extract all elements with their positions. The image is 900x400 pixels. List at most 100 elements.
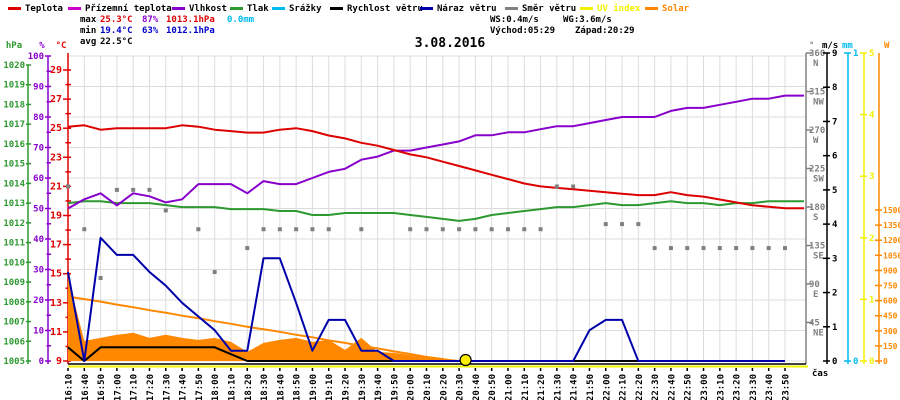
svg-text:45: 45	[809, 319, 820, 329]
page-title: 3.08.2016	[414, 36, 486, 51]
svg-text:19:20: 19:20	[342, 374, 352, 400]
svg-text:°: °	[809, 41, 814, 51]
svg-text:23:40: 23:40	[765, 374, 775, 400]
svg-text:21: 21	[50, 181, 62, 192]
svg-text:16:40: 16:40	[81, 374, 91, 400]
legend-item-uv-index: UV index	[580, 4, 640, 15]
svg-text:2: 2	[832, 289, 837, 299]
svg-text:40: 40	[33, 235, 44, 245]
svg-text:22:20: 22:20	[635, 374, 645, 400]
svg-text:5: 5	[869, 49, 874, 59]
svg-text:20:20: 20:20	[439, 374, 449, 400]
svg-text:20: 20	[33, 296, 44, 306]
svg-text:90: 90	[33, 83, 44, 93]
svg-text:360: 360	[809, 49, 825, 59]
svg-text:23:10: 23:10	[716, 374, 726, 400]
temp-axis: 9 11 13 15 17 19 21 23 25 27 29 °C	[50, 41, 71, 367]
legend-item-rain: Srážky	[272, 4, 322, 15]
svg-text:4: 4	[869, 111, 875, 121]
svg-text:19:50: 19:50	[390, 374, 400, 400]
svg-text:18:50: 18:50	[293, 374, 303, 400]
svg-text:22:50: 22:50	[684, 374, 694, 400]
svg-text:135: 135	[809, 242, 825, 252]
svg-text:1200: 1200	[883, 236, 900, 245]
svg-text:20:30: 20:30	[456, 374, 466, 400]
legend-item-wind-direction: Směr větru	[505, 4, 576, 15]
svg-text:1: 1	[853, 49, 858, 59]
svg-text:50: 50	[33, 205, 44, 215]
svg-text:4: 4	[832, 220, 838, 230]
svg-text:%: %	[39, 41, 45, 51]
svg-text:18:20: 18:20	[244, 374, 254, 400]
wind-direction-line-swatch	[505, 7, 518, 10]
svg-text:225: 225	[809, 165, 825, 175]
svg-text:20:00: 20:00	[407, 374, 417, 400]
svg-text:mm: mm	[842, 41, 853, 51]
wind-speed-line-swatch	[330, 7, 343, 10]
svg-text:20:10: 20:10	[423, 374, 433, 400]
svg-text:21:00: 21:00	[504, 374, 514, 400]
svg-text:23: 23	[50, 152, 62, 163]
svg-text:17: 17	[50, 240, 62, 251]
svg-text:NE: NE	[813, 329, 824, 339]
svg-text:23:20: 23:20	[733, 374, 743, 400]
svg-text:°C: °C	[56, 41, 67, 51]
svg-text:1017: 1017	[3, 120, 25, 130]
svg-text:70: 70	[33, 144, 44, 154]
svg-text:E: E	[813, 290, 818, 300]
min-pressure: 1012.1hPa	[166, 26, 215, 36]
wind-gust-line-swatch	[420, 7, 433, 10]
svg-text:300: 300	[883, 327, 898, 336]
svg-text:21:30: 21:30	[553, 374, 563, 400]
svg-text:8: 8	[832, 83, 837, 93]
svg-text:23:00: 23:00	[700, 374, 710, 400]
uv-axis: 0 1 2 3 4 5	[860, 49, 875, 367]
svg-text:20:40: 20:40	[472, 374, 482, 400]
uv-index-line-swatch	[580, 7, 593, 10]
svg-text:15: 15	[50, 269, 62, 280]
svg-text:1012: 1012	[3, 219, 25, 229]
temperature-line-swatch	[8, 7, 21, 10]
legend-item-wind-gust: Náraz větru	[420, 4, 497, 15]
svg-text:7: 7	[832, 117, 837, 127]
svg-text:315: 315	[809, 88, 825, 98]
svg-text:25: 25	[50, 123, 62, 134]
svg-text:18:30: 18:30	[260, 374, 270, 400]
svg-text:19:00: 19:00	[309, 374, 319, 400]
sunset-marker	[459, 353, 472, 367]
ground-temperature-line-swatch	[68, 7, 81, 10]
svg-text:270: 270	[809, 126, 825, 136]
svg-text:1014: 1014	[3, 179, 25, 189]
svg-text:SW: SW	[813, 175, 824, 185]
svg-text:180: 180	[809, 203, 825, 213]
svg-text:1010: 1010	[3, 258, 25, 268]
svg-text:900: 900	[883, 266, 898, 275]
svg-text:NW: NW	[813, 98, 824, 108]
svg-text:750: 750	[883, 282, 898, 291]
svg-text:0: 0	[883, 357, 888, 366]
max-pressure: 1013.1hPa	[166, 15, 215, 25]
svg-text:1006: 1006	[3, 337, 25, 347]
svg-text:1: 1	[832, 323, 837, 333]
wind-speed-max-stat: WS:0.4m/s	[490, 15, 539, 25]
svg-text:1: 1	[869, 295, 874, 305]
svg-text:1500: 1500	[883, 206, 900, 215]
svg-text:13: 13	[50, 298, 62, 309]
solar-radiation-area	[68, 277, 460, 361]
wind-gust-line	[67, 236, 785, 362]
pressure-line	[67, 200, 804, 222]
svg-text:19: 19	[50, 211, 62, 222]
svg-text:1050: 1050	[883, 251, 900, 260]
svg-text:22:00: 22:00	[602, 374, 612, 400]
svg-text:90: 90	[809, 280, 820, 290]
svg-text:1009: 1009	[3, 278, 25, 288]
pressure-axis: 1005 1006 1007 1008 1009 1010 1011 1012 1013 1014…	[3, 41, 31, 367]
legend-item-humidity: Vlhkost	[172, 4, 227, 15]
svg-text:1018: 1018	[3, 100, 25, 110]
svg-text:600: 600	[883, 297, 898, 306]
svg-text:1019: 1019	[3, 81, 25, 91]
svg-text:0: 0	[869, 357, 874, 367]
svg-text:W: W	[884, 41, 890, 51]
max-rain: 0.0mm	[227, 15, 255, 25]
